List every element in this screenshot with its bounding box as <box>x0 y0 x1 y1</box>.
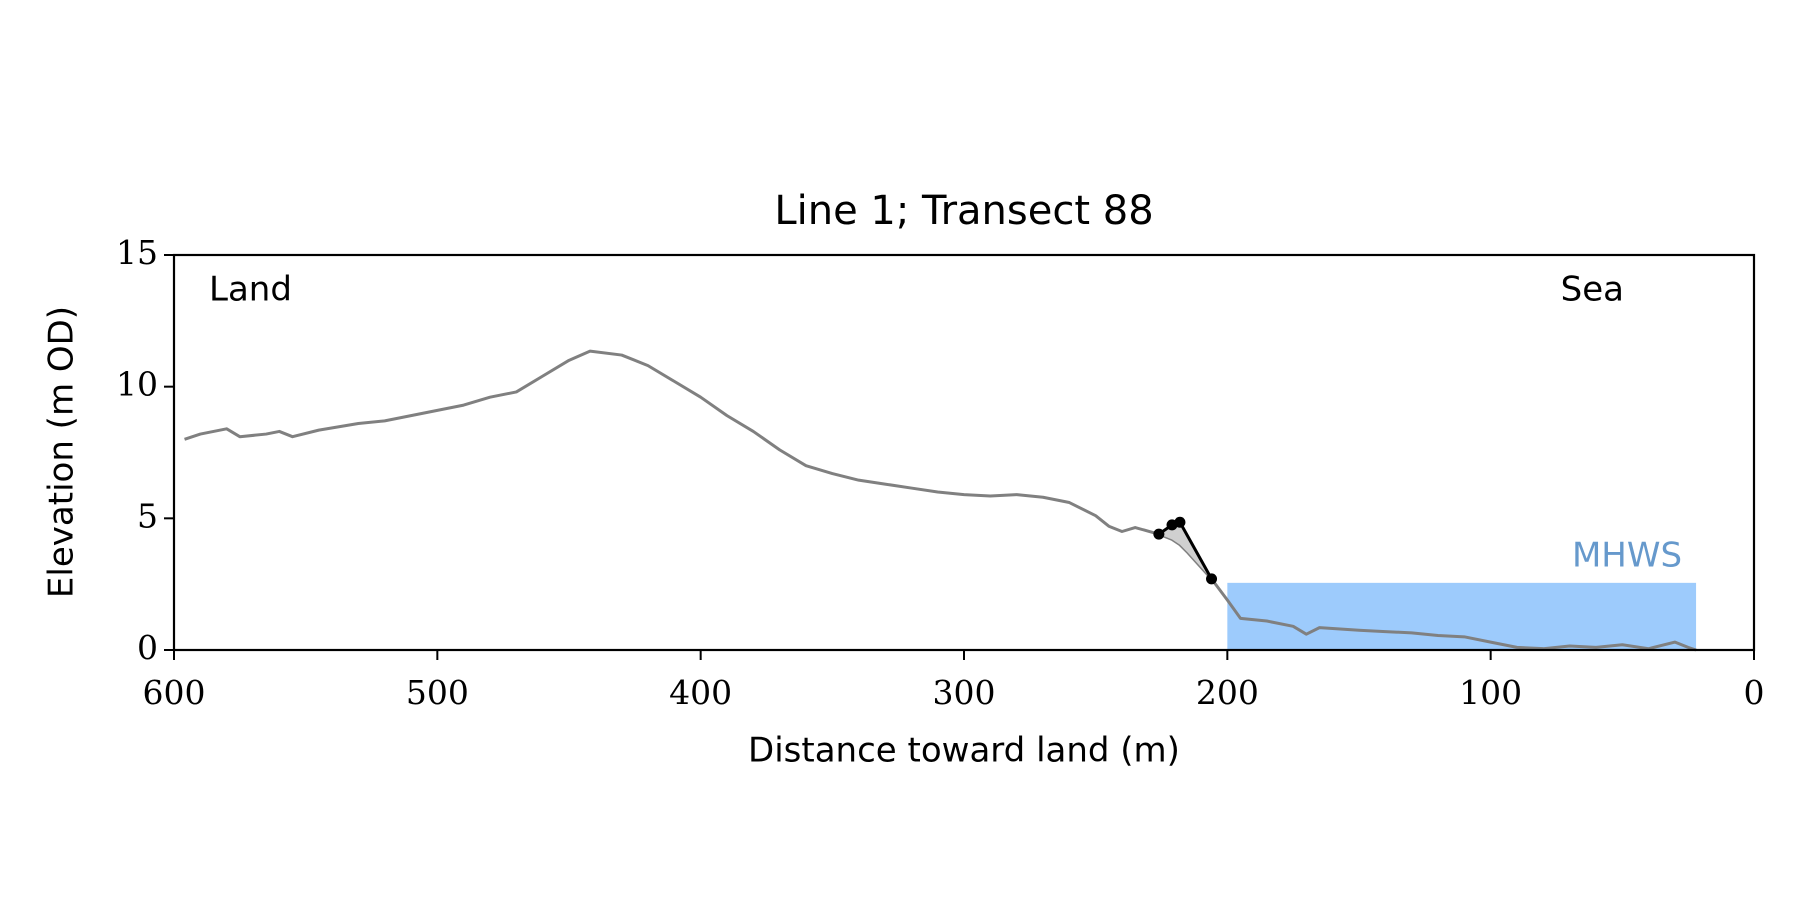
chart-title: Line 1; Transect 88 <box>774 188 1153 234</box>
marker <box>1206 573 1218 585</box>
marker <box>1174 516 1186 528</box>
x-tick-label: 200 <box>1196 673 1259 712</box>
shade <box>1158 522 1212 579</box>
x-tick-label: 300 <box>933 673 996 712</box>
y-tick-label: 5 <box>137 496 158 535</box>
mhws-label: MHWS <box>1572 535 1682 575</box>
x-tick-label: 400 <box>669 673 732 712</box>
y-tick-label: 15 <box>116 233 158 272</box>
line <box>184 349 1697 652</box>
sea-annotation: Sea <box>1561 270 1624 310</box>
marker <box>1153 528 1165 540</box>
y-tick-label: 0 <box>137 628 158 667</box>
x-tick-label: 500 <box>406 673 469 712</box>
x-axis-label: Distance toward land (m) <box>748 731 1180 771</box>
x-tick-label: 0 <box>1744 673 1765 712</box>
mhws-band <box>1227 582 1697 650</box>
land-annotation: Land <box>209 270 292 310</box>
x-tick-label: 100 <box>1459 673 1522 712</box>
y-axis-label: Elevation (m OD) <box>42 306 82 598</box>
x-tick-label: 600 <box>143 673 206 712</box>
y-tick-label: 10 <box>116 365 158 404</box>
